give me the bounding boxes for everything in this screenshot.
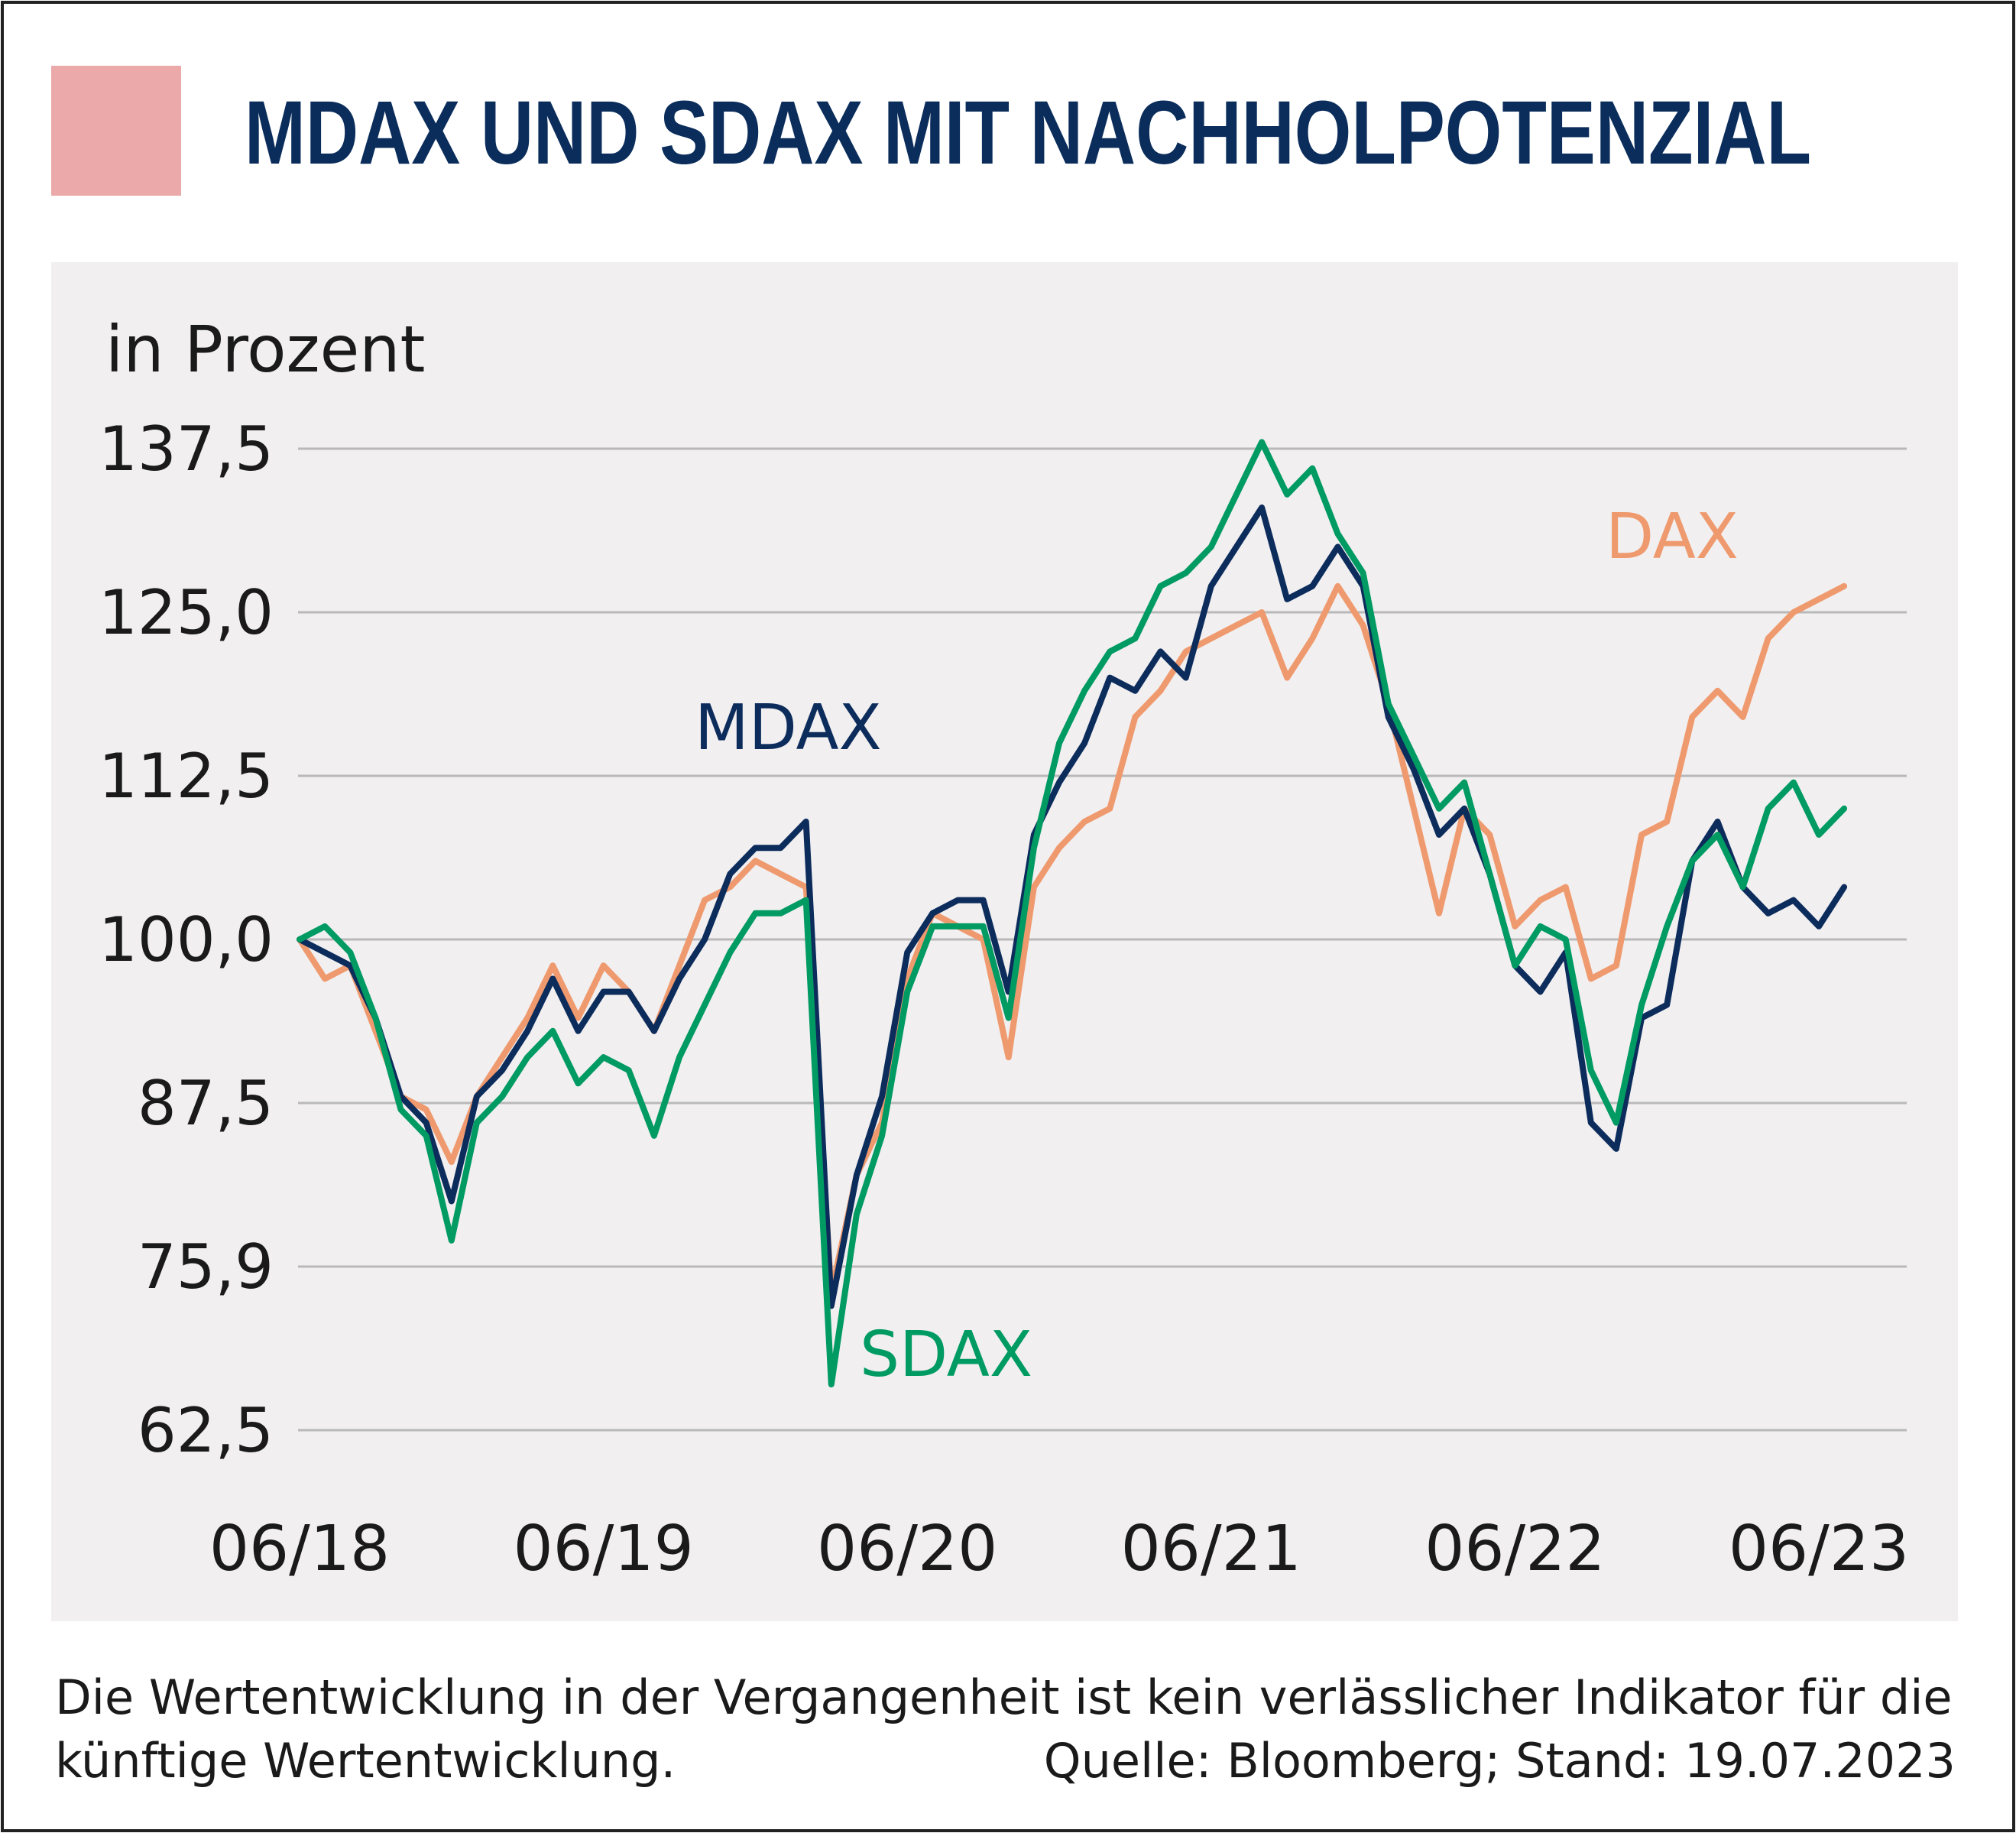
series-line-mdax [297, 504, 1848, 1309]
x-tick-label: 06/21 [1121, 1513, 1301, 1585]
y-axis-unit: in Prozent [105, 312, 425, 387]
series-label-sdax: SDAX [860, 1319, 1032, 1391]
y-tick-label: 112,5 [99, 741, 274, 812]
series-lines [297, 439, 1848, 1388]
y-tick-label: 62,5 [138, 1395, 274, 1466]
plot-panel [51, 262, 1958, 1621]
y-tick-label: 137,5 [99, 414, 274, 485]
series-line-sdax [297, 439, 1848, 1388]
x-tick-label: 06/20 [817, 1513, 997, 1585]
x-tick-label: 06/23 [1729, 1513, 1909, 1585]
accent-square [51, 66, 181, 196]
x-tick-labels: 06/18 06/19 06/20 06/21 06/22 06/23 [209, 1513, 1909, 1585]
gridlines [298, 447, 1907, 1432]
y-tick-label: 125,0 [99, 577, 274, 648]
chart-title: MDAX UND SDAX MIT NACHHOLPOTENZIAL [245, 83, 1811, 183]
x-tick-label: 06/22 [1424, 1513, 1605, 1585]
source-note: Quelle: Bloomberg; Stand: 19.07.2023 [1044, 1733, 1956, 1789]
disclaimer-line-1: Die Wertentwicklung in der Vergangenheit… [55, 1669, 1953, 1725]
series-line-dax [297, 582, 1848, 1296]
y-tick-label: 75,9 [138, 1231, 274, 1303]
y-tick-label: 100,0 [99, 904, 274, 975]
disclaimer-line-2: künftige Wertentwicklung. [55, 1733, 676, 1789]
x-tick-label: 06/19 [513, 1513, 693, 1585]
x-tick-label: 06/18 [209, 1513, 390, 1585]
y-tick-label: 87,5 [138, 1068, 274, 1139]
series-label-dax: DAX [1606, 501, 1739, 573]
series-label-mdax: MDAX [695, 692, 882, 764]
y-tick-labels: 137,5 125,0 112,5 100,0 87,5 75,9 62,5 [99, 414, 274, 1466]
